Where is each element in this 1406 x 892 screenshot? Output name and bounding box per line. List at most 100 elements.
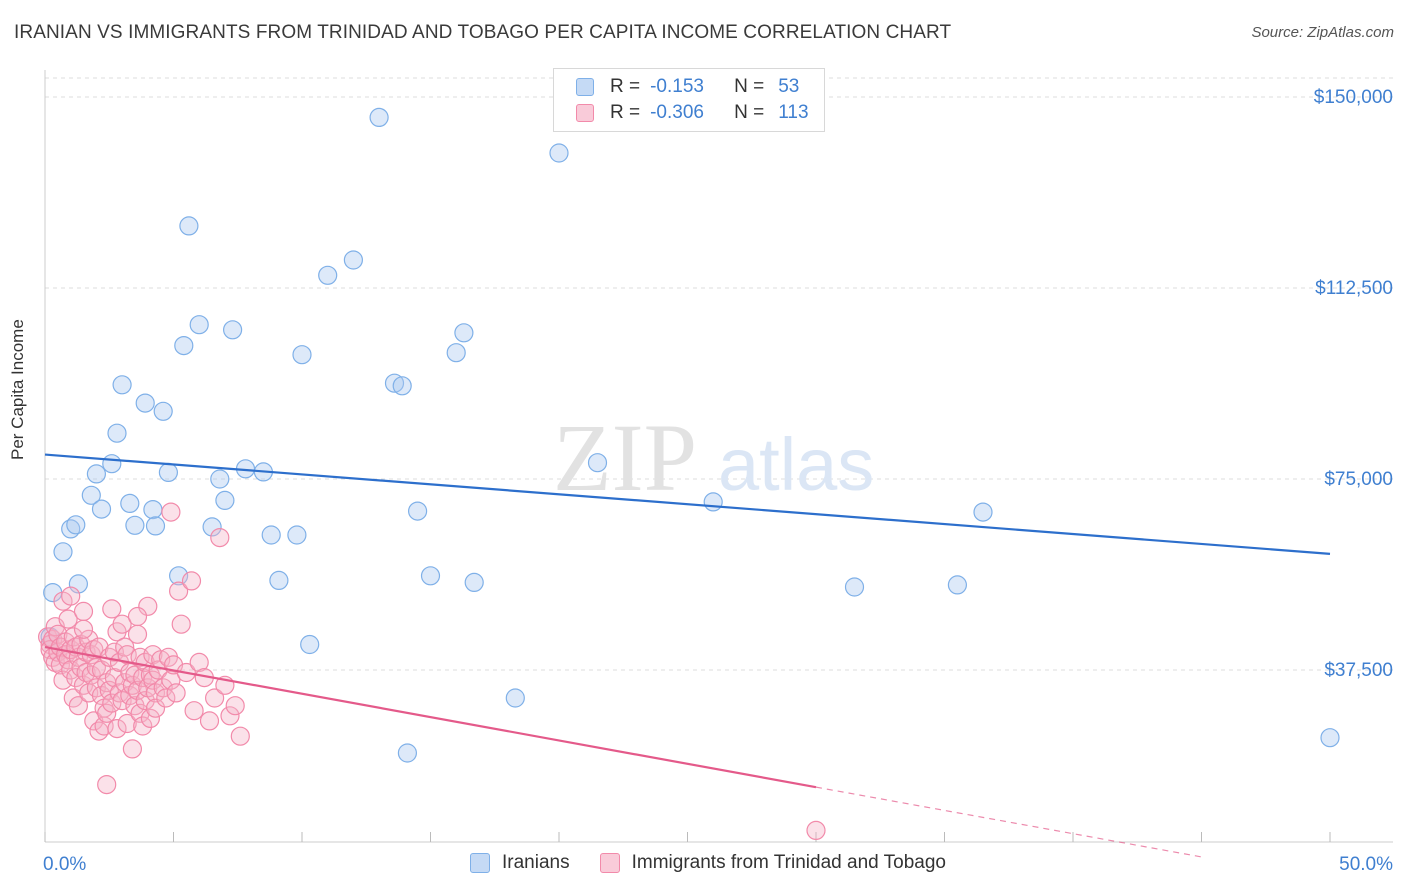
iranians-point	[107, 423, 127, 443]
iranians-point	[505, 688, 525, 708]
iranians-point	[215, 490, 235, 510]
y-tick-label: $150,000	[1314, 87, 1393, 108]
iranians-point	[269, 570, 289, 591]
legend-n-value: 113	[778, 102, 809, 123]
iranians-point	[145, 516, 166, 536]
iranians-point	[703, 492, 723, 512]
iranians-point	[120, 493, 140, 513]
iranians-point	[223, 320, 243, 340]
trinidad-point	[199, 711, 220, 731]
iranians-point	[158, 462, 178, 482]
iranians-point	[408, 501, 428, 521]
iranians-point	[112, 375, 132, 395]
trinidad-point	[73, 619, 94, 639]
trinidad-point	[189, 652, 209, 673]
trinidad-point	[117, 713, 137, 734]
trinidad-point	[112, 614, 132, 634]
legend-n-value: 53	[778, 76, 800, 97]
iranians-point	[202, 517, 222, 537]
iranians-point	[973, 502, 993, 522]
trinidad-point	[115, 637, 135, 657]
trinidad-trend-extension	[815, 786, 1202, 858]
iranians-point	[210, 469, 230, 489]
tick-labels: $150,000 $112,500 $75,000 $37,500 0.0% 50.0%	[43, 87, 1393, 875]
legend-r-label: R =	[610, 102, 641, 123]
iranians-point	[397, 743, 417, 763]
trinidad-point	[225, 696, 245, 716]
trinidad-point	[166, 683, 186, 703]
trinidad-trend-line	[44, 645, 817, 789]
trinidad-point	[181, 571, 202, 591]
grid-lines	[45, 77, 1393, 671]
axes	[44, 70, 1393, 843]
iranians-point	[261, 525, 281, 545]
trinidad-point	[138, 596, 158, 616]
legend-n-label: N =	[734, 102, 765, 123]
trinidad-point	[806, 820, 826, 841]
series-legend: Iranians Immigrants from Trinidad and To…	[470, 852, 976, 874]
trinidad-point	[184, 701, 204, 721]
iranians-point	[179, 216, 199, 236]
trinidad-point	[210, 527, 230, 548]
iranians-point	[135, 393, 155, 413]
iranians-point	[53, 542, 73, 562]
trinidad-point	[156, 688, 176, 708]
trinidad-point	[169, 581, 189, 601]
watermark-atlas: atlas	[718, 423, 874, 506]
trinidad-point	[145, 698, 166, 718]
source-credit: Source: ZipAtlas.com	[1251, 24, 1394, 41]
legend-swatch-trinidad	[599, 853, 620, 873]
legend-n-label: N =	[734, 76, 765, 97]
trinidad-point	[68, 696, 89, 716]
x-tick-label-left: 0.0%	[43, 854, 86, 875]
legend-item-iranians: Iranians	[470, 852, 570, 874]
iranians-point	[91, 499, 112, 519]
trinidad-point	[66, 667, 86, 688]
legend-r-label: R =	[610, 76, 641, 97]
legend-row-iranians: R = -0.153 N = 53	[576, 75, 799, 99]
iranians-point	[292, 345, 312, 365]
iranians-point	[343, 250, 363, 270]
iranians-point	[143, 500, 163, 520]
trinidad-point	[61, 586, 81, 606]
iranians-point	[300, 634, 320, 655]
iranians-point	[369, 107, 389, 128]
iranians-point	[392, 376, 412, 396]
iranians-point	[947, 575, 968, 595]
iranians-point	[384, 373, 405, 393]
trinidad-point	[127, 606, 148, 627]
trinidad-point	[140, 708, 160, 729]
iranians-points	[40, 107, 1340, 763]
trinidad-point	[122, 739, 142, 759]
y-tick-label: $112,500	[1315, 278, 1393, 299]
trinidad-point	[73, 601, 94, 622]
iranians-point	[174, 336, 194, 356]
chart-title: IRANIAN VS IMMIGRANTS FROM TRINIDAD AND …	[14, 22, 952, 43]
iranians-point	[420, 566, 441, 586]
iranians-point	[66, 515, 86, 535]
legend-swatch-iranians	[470, 853, 490, 873]
watermark-zip: ZIP	[553, 404, 697, 511]
trinidad-points	[37, 502, 826, 841]
iranians-point	[153, 401, 173, 421]
legend-item-trinidad: Immigrants from Trinidad and Tobago	[599, 852, 946, 874]
trinidad-point	[86, 657, 107, 678]
legend-r-value: -0.153	[650, 76, 704, 97]
iranians-point	[549, 143, 569, 163]
iranians-point	[189, 315, 209, 335]
trinidad-point	[161, 670, 181, 690]
trinidad-point	[171, 614, 191, 634]
trinidad-point	[97, 703, 117, 723]
iranians-point	[318, 265, 338, 285]
trinidad-point	[130, 703, 150, 723]
trinidad-point	[107, 718, 127, 739]
legend-r-value: -0.306	[650, 102, 704, 123]
trinidad-point	[58, 609, 78, 629]
legend-swatch-trinidad	[576, 104, 594, 122]
trinidad-point	[76, 662, 96, 683]
trinidad-point	[79, 629, 99, 650]
correlation-legend: R = -0.153 N = 53 R = -0.306 N = 113	[553, 68, 825, 132]
y-tick-label: $37,500	[1324, 660, 1393, 681]
legend-label-trinidad: Immigrants from Trinidad and Tobago	[631, 852, 946, 873]
